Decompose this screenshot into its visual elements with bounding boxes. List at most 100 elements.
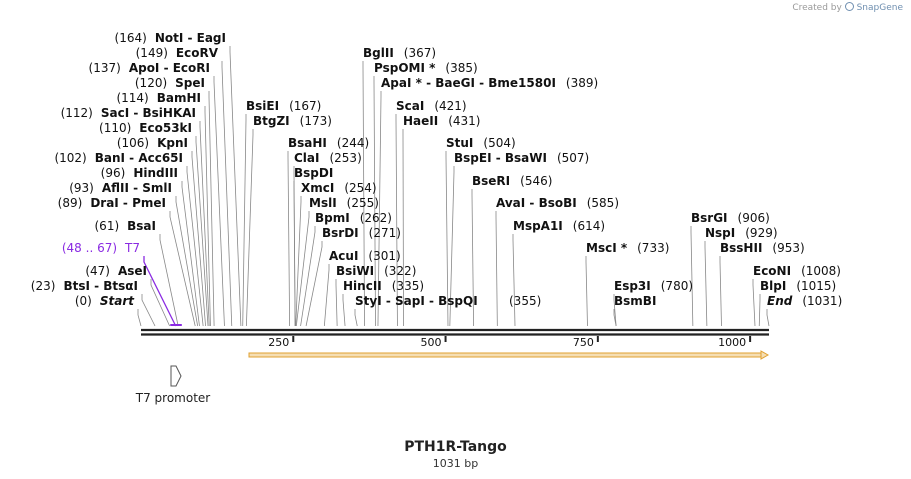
site-name: SpeI	[175, 76, 205, 90]
site-name: DraI - PmeI	[90, 196, 166, 210]
enzyme-site-label[interactable]: BsrGI (906)	[691, 211, 770, 225]
site-position: (106)	[117, 136, 149, 150]
enzyme-leader-line	[449, 166, 455, 327]
enzyme-site-label[interactable]: BspEI - BsaWI (507)	[454, 151, 589, 165]
enzyme-site-label[interactable]: (106) KpnI	[117, 136, 188, 150]
enzyme-site-label[interactable]: MslI (255)	[309, 196, 379, 210]
site-name: ApaI * - BaeGI - Bme1580I	[381, 76, 556, 90]
scale-tick-label: 1000	[718, 336, 746, 349]
enzyme-site-label[interactable]: EcoNI (1008)	[753, 264, 841, 278]
enzyme-site-label[interactable]: ScaI (421)	[396, 99, 467, 113]
primer-label[interactable]: (48 .. 67) T7	[62, 241, 140, 255]
site-position: (335)	[392, 279, 424, 293]
enzyme-site-label[interactable]: ClaI (253)	[294, 151, 362, 165]
enzyme-site-label[interactable]: (110) Eco53kI	[99, 121, 192, 135]
orf-bar[interactable]	[248, 352, 762, 358]
enzyme-leader-line	[704, 241, 708, 327]
enzyme-site-label[interactable]: (47) AseI	[85, 264, 147, 278]
enzyme-site-label[interactable]: NspI (929)	[705, 226, 778, 240]
enzyme-leader-line	[690, 226, 694, 327]
enzyme-site-label[interactable]: BtgZI (173)	[253, 114, 332, 128]
enzyme-site-label[interactable]: (23) BtsI - BtsαI	[31, 279, 138, 293]
enzyme-labels: (164) NotI - EagI(149) EcoRV (137) ApoI - Ec…	[31, 31, 842, 326]
enzyme-site-label[interactable]: StuI (504)	[446, 136, 516, 150]
enzyme-leader-line	[335, 279, 338, 327]
enzyme-site-label[interactable]: MscI * (733)	[586, 241, 669, 255]
enzyme-site-label[interactable]: StyI - SapI - BspQI	[355, 294, 478, 308]
t7-promoter-feature[interactable]: T7 promoter	[135, 365, 211, 405]
enzyme-site-label[interactable]: BlpI (1015)	[760, 279, 836, 293]
credit-brand: SnapGene	[856, 3, 903, 13]
enzyme-site-label[interactable]: XmcI (254)	[301, 181, 377, 195]
site-name: BsrDI	[322, 226, 359, 240]
t7-promoter-arrow-icon[interactable]	[170, 365, 182, 387]
enzyme-site-label[interactable]: AcuI (301)	[329, 249, 401, 263]
enzyme-site-label[interactable]: BsiEI (167)	[246, 99, 321, 113]
enzyme-site-label[interactable]: HaeII (431)	[403, 114, 481, 128]
site-name: BlpI	[760, 279, 786, 293]
enzyme-leader-line	[613, 309, 617, 327]
enzyme-leader-line	[402, 129, 404, 327]
orf-arrowhead[interactable]	[760, 350, 770, 360]
enzyme-site-label[interactable]: BpmI (262)	[315, 211, 392, 225]
enzyme-leader-line	[191, 151, 206, 327]
site-name: BtsI - BtsαI	[63, 279, 138, 293]
enzyme-site-label[interactable]: BseRI (546)	[472, 174, 552, 188]
enzyme-site-label[interactable]: AvaI - BsoBI (585)	[496, 196, 619, 210]
enzyme-site-label[interactable]: MspA1I (614)	[513, 219, 605, 233]
enzyme-site-label[interactable]: Esp3I (780)	[614, 279, 693, 293]
enzyme-leader-line	[169, 211, 196, 327]
site-name: XmcI	[301, 181, 334, 195]
enzyme-site-label[interactable]: PspOMI * (385)	[374, 61, 478, 75]
site-position: (504)	[483, 136, 515, 150]
snapgene-credit: Created by SnapGene	[792, 2, 903, 13]
enzyme-site-label[interactable]: (93) AflII - SmlI	[69, 181, 172, 195]
site-position: (61)	[95, 219, 120, 233]
orf-arrow[interactable]	[248, 350, 770, 360]
enzyme-site-label[interactable]: BsrDI (271)	[322, 226, 401, 240]
site-position: (385)	[445, 61, 477, 75]
enzyme-site-label[interactable]: (89) DraI - PmeI	[58, 196, 166, 210]
site-position: (1008)	[801, 264, 841, 278]
enzyme-leader-line	[229, 46, 242, 327]
enzyme-leader-line	[471, 189, 474, 327]
enzyme-site-label[interactable]: (137) ApoI - EcoRI	[89, 61, 210, 75]
t7-promoter-label[interactable]: T7 promoter	[135, 391, 211, 405]
enzyme-site-label[interactable]: (149) EcoRV	[136, 46, 219, 60]
snapgene-logo-icon	[844, 2, 854, 11]
enzyme-leader-line	[287, 151, 291, 327]
enzyme-site-label[interactable]: BssHII (953)	[720, 241, 805, 255]
site-position: (262)	[360, 211, 392, 225]
site-name: BsmBI	[614, 294, 656, 308]
site-name: BtgZI	[253, 114, 290, 128]
enzyme-leader-line	[195, 136, 209, 327]
enzyme-site-label[interactable]: (61) BsaI	[95, 219, 157, 233]
enzyme-leader-line	[141, 294, 156, 327]
enzyme-site-label[interactable]: End (1031)	[767, 294, 842, 308]
enzyme-site-label[interactable]: HincII (335)	[343, 279, 424, 293]
enzyme-site-label[interactable]: BglII (367)	[363, 46, 436, 60]
site-name: ApoI - EcoRI	[129, 61, 210, 75]
enzyme-site-label[interactable]: (112) SacI - BsiHKAI	[61, 106, 196, 120]
enzyme-site-label[interactable]: BspDI	[294, 166, 333, 180]
enzyme-site-label[interactable]: (355)	[509, 294, 541, 308]
enzyme-site-label[interactable]: (164) NotI - EagI	[115, 31, 226, 45]
enzyme-site-label[interactable]: (0) Start	[75, 294, 135, 308]
enzyme-site-label[interactable]: (114) BamHI	[116, 91, 201, 105]
enzyme-leader-line	[181, 181, 200, 327]
enzyme-site-label[interactable]: (120) SpeI	[135, 76, 205, 90]
enzyme-site-label[interactable]: BsmBI	[614, 294, 656, 308]
site-position: (149)	[136, 46, 168, 60]
enzyme-site-label[interactable]: (102) BanI - Acc65I	[54, 151, 183, 165]
enzyme-leader-line	[354, 309, 358, 327]
site-name: HindIII	[133, 166, 178, 180]
enzyme-site-label[interactable]: BsiWI (322)	[336, 264, 416, 278]
site-position: (271)	[369, 226, 401, 240]
enzyme-site-label[interactable]: (96) HindIII	[101, 166, 178, 180]
enzyme-leader-line	[758, 294, 761, 327]
site-position: (367)	[404, 46, 436, 60]
enzyme-site-label[interactable]: BsaHI (244)	[288, 136, 369, 150]
enzyme-site-label[interactable]: ApaI * - BaeGI - Bme1580I (389)	[381, 76, 598, 90]
site-name: AvaI - BsoBI	[496, 196, 577, 210]
leader-lines	[137, 46, 770, 327]
